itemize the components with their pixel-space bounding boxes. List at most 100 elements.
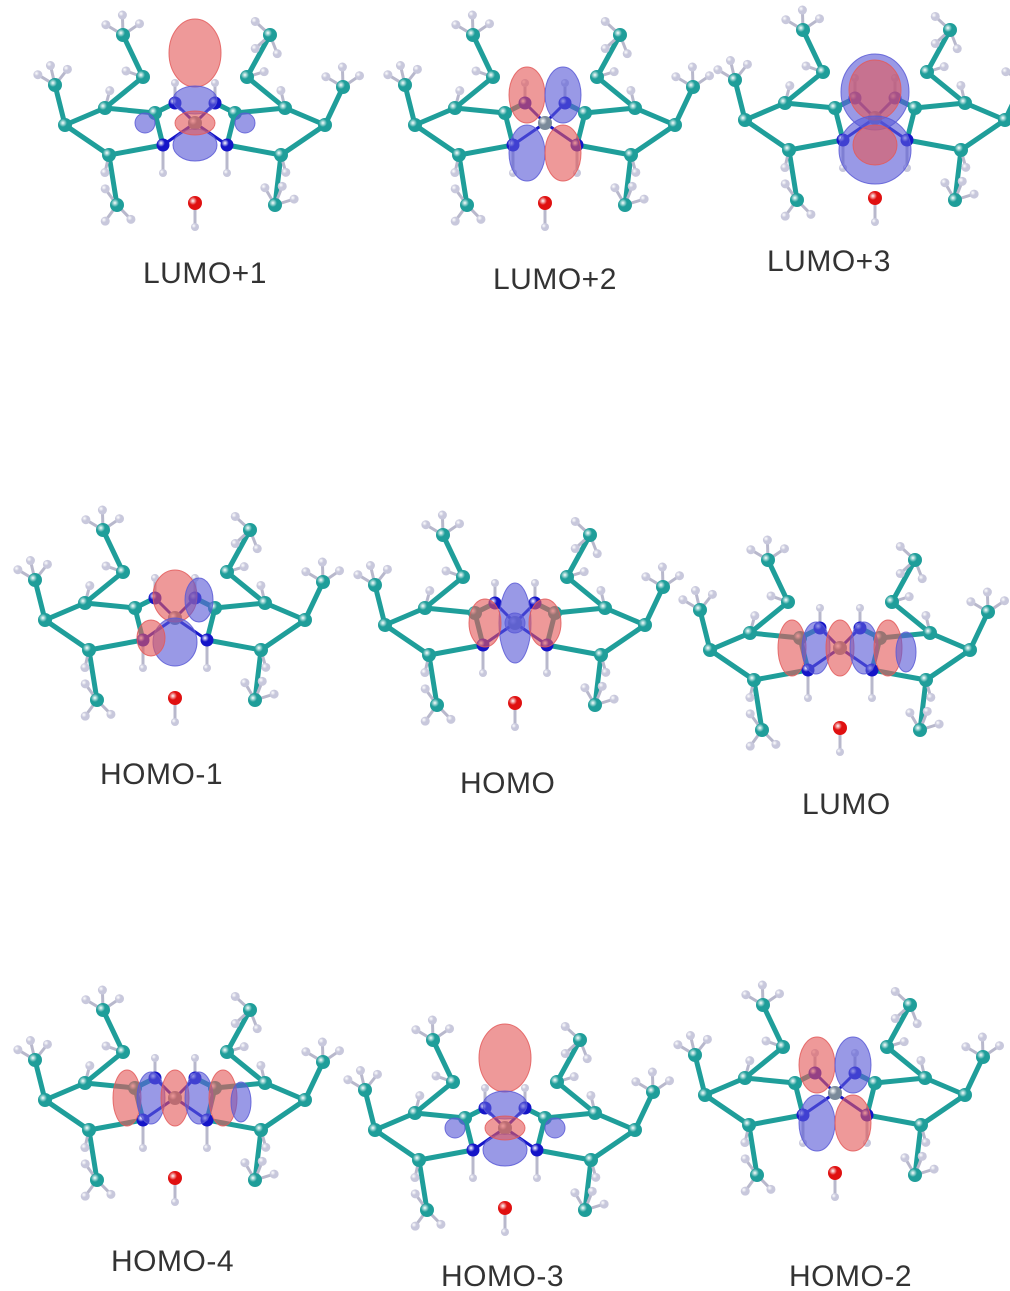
- oxygen-atom: [168, 691, 182, 705]
- hydrogen-atom: [395, 61, 405, 71]
- carbon-atom: [908, 1168, 922, 1182]
- carbon-atom: [728, 73, 742, 87]
- carbon-atom: [136, 70, 150, 84]
- hydrogen-atom: [939, 62, 949, 72]
- carbon-atom: [116, 28, 130, 42]
- hydrogen-atom: [761, 1036, 771, 1046]
- bond: [622, 152, 634, 208]
- hydrogen-atom: [252, 544, 262, 554]
- bond: [416, 1157, 430, 1213]
- water-molecule: [868, 191, 882, 226]
- hydrogen-atom: [261, 662, 271, 672]
- hydrogen-atom: [665, 1076, 675, 1086]
- panel-homo: HOMO: [345, 505, 685, 805]
- carbon-atom: [703, 643, 717, 657]
- carbon-atom: [628, 1123, 642, 1137]
- bond: [544, 642, 604, 658]
- carbon-atom: [578, 106, 592, 120]
- positive-lobe: [174, 110, 216, 136]
- carbon-atom: [628, 101, 642, 115]
- hydrogen-atom: [930, 39, 940, 49]
- molecule-lumo: [678, 535, 1010, 756]
- bond: [86, 637, 146, 653]
- molecule-homo-minus-3: [343, 1015, 675, 1236]
- hydrogen-atom: [601, 667, 611, 677]
- carbon-group: [48, 28, 350, 212]
- bond: [372, 1127, 422, 1163]
- bond: [742, 100, 788, 123]
- bond: [106, 142, 166, 158]
- hydrogen-atom: [410, 1189, 420, 1199]
- carbon-atom: [688, 1048, 702, 1062]
- bond: [302, 1059, 326, 1103]
- carbon-atom: [816, 65, 830, 79]
- carbon-atom: [278, 101, 292, 115]
- bond: [212, 600, 268, 611]
- orbital-label: HOMO-2: [789, 1260, 912, 1291]
- hydrogen-atom: [899, 1037, 909, 1047]
- bond: [707, 647, 757, 683]
- carbon-atom: [998, 113, 1010, 127]
- positive-lobe: [508, 66, 546, 124]
- bond: [224, 527, 253, 575]
- bond: [592, 1110, 638, 1133]
- hydrogen-atom: [647, 1067, 657, 1077]
- carbon-atom: [38, 613, 52, 627]
- hydrogen-atom: [600, 16, 610, 26]
- hydrogen-atom: [890, 1014, 900, 1024]
- hydrogen-atom: [171, 1198, 179, 1206]
- hydrogen-atom: [685, 1031, 695, 1041]
- panel-lumo-plus-3: LUMO+3: [705, 0, 1010, 300]
- bond: [952, 147, 964, 203]
- bond: [282, 105, 328, 128]
- panel-lumo: LUMO: [670, 530, 1010, 830]
- carbon-atom: [583, 528, 597, 542]
- hydrogen-atom: [977, 1032, 987, 1042]
- bond: [382, 605, 428, 628]
- hydrogen-atom: [117, 10, 127, 20]
- carbon-atom: [761, 553, 775, 567]
- hydrogen-atom: [713, 65, 723, 75]
- hydrogen-atom: [431, 1071, 441, 1081]
- carbon-atom: [316, 1055, 330, 1069]
- bond: [106, 152, 120, 208]
- carbon-atom: [336, 80, 350, 94]
- hydrogen-atom: [80, 1191, 90, 1201]
- hydrogen-atom: [816, 604, 824, 612]
- hydrogen-atom: [586, 1090, 596, 1100]
- bond: [470, 32, 496, 80]
- hydrogen-atom: [85, 1061, 95, 1071]
- carbon-atom: [880, 1040, 894, 1054]
- bond: [672, 84, 696, 128]
- carbon-atom: [750, 1168, 764, 1182]
- carbon-atom: [456, 570, 470, 584]
- oxygen-atom: [188, 196, 202, 210]
- hydrogen-atom: [343, 1075, 353, 1085]
- carbon-atom: [446, 1075, 460, 1089]
- hydrogen-atom: [171, 79, 179, 87]
- carbon-atom: [755, 723, 769, 737]
- hydrogen-atom: [25, 1036, 35, 1046]
- hydrogen-atom: [610, 183, 620, 193]
- hydrogen-atom: [159, 169, 167, 177]
- hydrogen-atom: [230, 539, 240, 549]
- carbon-atom: [976, 1050, 990, 1064]
- hydrogen-atom: [257, 1156, 267, 1166]
- hydrogen-atom: [101, 20, 111, 30]
- carbon-atom: [828, 101, 842, 115]
- nitrogen-atom: [200, 633, 214, 647]
- hydrogen-atom: [13, 1045, 23, 1055]
- hydrogen-atom: [372, 1069, 382, 1079]
- hydrogen-atom: [223, 169, 231, 177]
- hydrogen-atom: [780, 544, 790, 554]
- carbon-atom: [128, 601, 142, 615]
- bond: [258, 1097, 308, 1133]
- hydrogen-atom: [543, 669, 551, 677]
- bond: [592, 652, 604, 708]
- bond: [786, 137, 846, 153]
- panel-homo-minus-3: HOMO-3: [335, 1010, 675, 1291]
- bond: [244, 74, 288, 111]
- hydrogen-atom: [797, 5, 807, 15]
- bond: [426, 652, 440, 708]
- carbon-atom: [796, 23, 810, 37]
